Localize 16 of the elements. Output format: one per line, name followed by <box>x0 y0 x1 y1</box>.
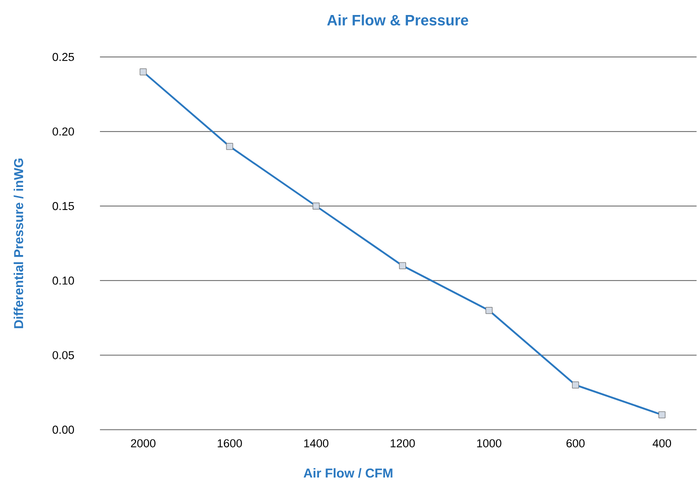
y-tick-label: 0.05 <box>52 351 74 360</box>
y-tick-label: 0.10 <box>52 276 74 285</box>
x-tick-label: 1600 <box>218 439 242 448</box>
y-axis-title: Differential Pressure / inWG <box>14 158 24 328</box>
x-axis-title: Air Flow / CFM <box>304 468 392 478</box>
x-tick-label: 400 <box>652 439 672 448</box>
x-tick-label: 2000 <box>131 439 156 448</box>
x-tick-label: 1200 <box>390 439 415 448</box>
y-tick-label: 0.00 <box>52 426 74 434</box>
y-tick-label: 0.20 <box>52 128 74 136</box>
x-tick-label: 1000 <box>477 439 502 448</box>
y-tick-label: 0.25 <box>52 53 74 62</box>
x-tick-label: 600 <box>566 439 585 448</box>
chart-title: Air Flow & Pressure <box>327 14 468 26</box>
x-tick-label: 1400 <box>304 439 328 448</box>
y-tick-label: 0.15 <box>52 202 74 210</box>
